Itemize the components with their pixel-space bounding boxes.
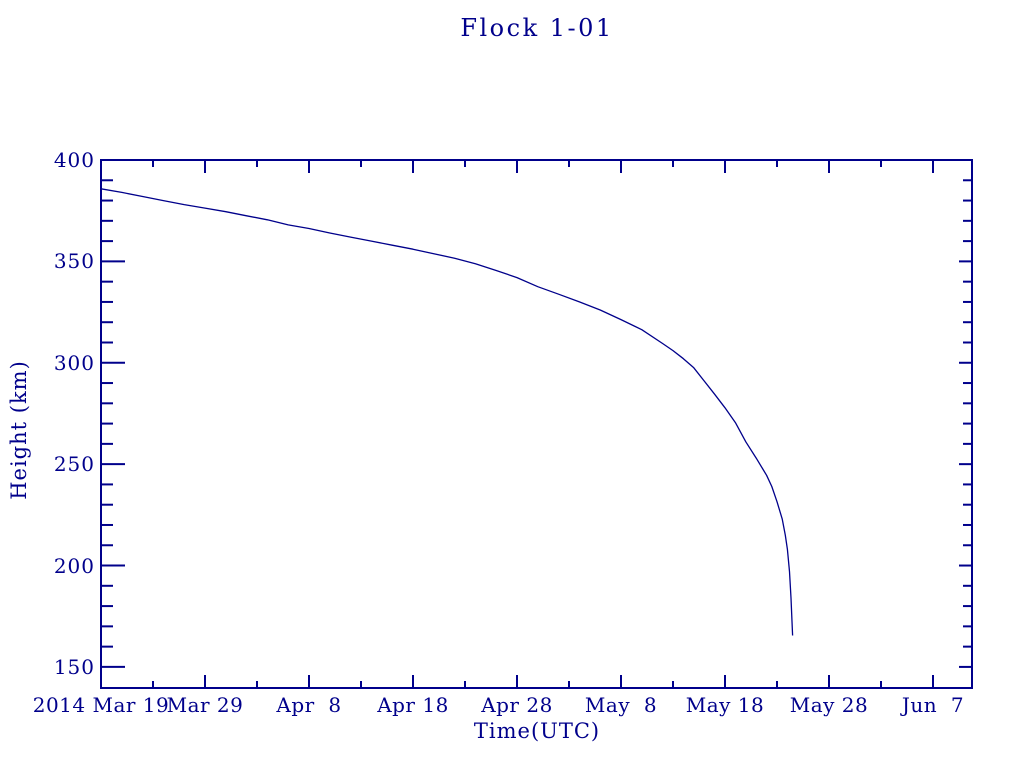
y-tick-label: 300: [53, 350, 95, 375]
x-tick-label: 2014 Mar 19: [32, 693, 170, 717]
x-tick-label: Apr 28: [481, 693, 553, 717]
x-tick-label: Jun 7: [901, 693, 965, 717]
x-tick-label: May 18: [685, 693, 765, 717]
x-tick-label: Apr 18: [377, 693, 449, 717]
x-tick-label: May 8: [584, 693, 658, 717]
y-tick-label: 200: [53, 553, 95, 578]
chart-title: Flock 1-01: [460, 14, 614, 42]
x-axis-title: Time(UTC): [473, 719, 601, 743]
x-tick-label: May 28: [789, 693, 869, 717]
decay-curve: [100, 188, 794, 636]
y-tick-label: 350: [53, 249, 95, 274]
y-tick-label: 400: [53, 148, 95, 172]
x-tick-label: Apr 8: [276, 693, 342, 717]
x-tick-label: Mar 29: [166, 693, 244, 717]
y-tick-label: 250: [53, 452, 95, 477]
y-tick-label: 150: [53, 654, 95, 679]
